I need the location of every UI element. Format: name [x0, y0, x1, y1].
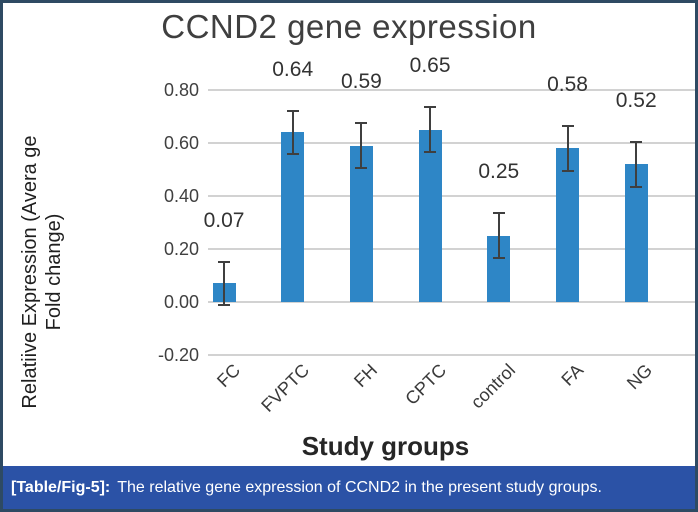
- figure-caption: [Table/Fig-5]: The relative gene express…: [3, 466, 695, 509]
- y-tick-0.20: 0.20: [163, 239, 199, 259]
- bar-value-label-CPTC: 0.65: [409, 54, 451, 78]
- x-axis-title: Study groups: [301, 431, 470, 461]
- bar-FVPTC: [281, 132, 305, 302]
- chart-title: CCND2 gene expression: [161, 8, 537, 45]
- bar-value-label-FVPTC: 0.64: [272, 58, 314, 82]
- x-tick-FC: FC: [213, 360, 245, 392]
- bar-NG: [624, 164, 648, 302]
- gridline--0.20: [208, 354, 695, 356]
- gridline-0.80: [208, 89, 695, 91]
- caption-text: The relative gene expression of CCND2 in…: [117, 478, 602, 496]
- y-axis-title-line1: Relatiive Expression (Avera ge: [19, 135, 41, 409]
- bar-control: [487, 235, 511, 302]
- bar-value-label-FA: 0.58: [547, 72, 588, 96]
- error-bar-FVPTC: [291, 111, 294, 154]
- bar-value-label-NG: 0.52: [615, 88, 657, 112]
- x-tick-control: control: [466, 360, 519, 413]
- y-tick-0.40: 0.40: [163, 186, 199, 206]
- error-bar-CPTC: [429, 107, 432, 153]
- error-cap-bottom-FC: [218, 303, 230, 306]
- gridline-0.60: [208, 142, 695, 144]
- gridline-0.20: [208, 248, 695, 250]
- error-bar-NG: [635, 141, 638, 187]
- error-cap-bottom-CPTC: [424, 151, 437, 154]
- caption-label: [Table/Fig-5]:: [11, 478, 111, 496]
- error-bar-control: [497, 213, 500, 259]
- error-bar-FA: [566, 125, 569, 171]
- x-tick-FH: FH: [350, 360, 382, 392]
- y-axis-title: Relatiive Expression (Avera ge Fold chan…: [18, 62, 66, 482]
- y-tick-0.80: 0.80: [163, 80, 199, 100]
- x-tick-FVPTC: FVPTC: [256, 360, 313, 416]
- y-axis-title-line2: Fold change): [43, 213, 65, 331]
- error-cap-bottom-FA: [561, 169, 574, 172]
- error-cap-bottom-control: [492, 257, 505, 260]
- gridline-0.40: [208, 195, 695, 197]
- y-tick-0.60: 0.60: [163, 133, 199, 153]
- error-cap-top-FVPTC: [286, 110, 299, 113]
- bar-FA: [556, 148, 579, 302]
- error-bar-FC: [223, 262, 225, 305]
- error-bar-FH: [360, 123, 363, 169]
- bar-CPTC: [418, 129, 442, 302]
- plot-area: [208, 89, 695, 356]
- y-tick--0.20: -0.20: [157, 345, 199, 365]
- error-cap-bottom-FH: [355, 167, 368, 170]
- x-tick-CPTC: CPTC: [401, 360, 451, 409]
- bar-value-label-FH: 0.59: [340, 70, 382, 94]
- error-cap-bottom-NG: [630, 185, 643, 188]
- bar-FH: [349, 145, 373, 302]
- gridline-0.00: [208, 301, 695, 303]
- x-tick-FA: FA: [557, 360, 588, 390]
- error-cap-bottom-FVPTC: [286, 152, 299, 155]
- y-tick-0.00: 0.00: [163, 292, 199, 312]
- bar-chart: CCND2 gene expression Relatiive Expressi…: [3, 3, 695, 466]
- error-cap-top-FC: [218, 261, 230, 264]
- bar-value-label-control: 0.25: [478, 160, 520, 184]
- x-tick-NG: NG: [623, 360, 657, 394]
- bar-value-label-FC: 0.07: [203, 209, 245, 233]
- error-cap-top-FA: [561, 124, 574, 127]
- error-cap-top-FH: [355, 122, 368, 125]
- error-cap-top-control: [492, 212, 505, 215]
- error-cap-top-CPTC: [424, 106, 437, 109]
- error-cap-top-NG: [630, 140, 643, 143]
